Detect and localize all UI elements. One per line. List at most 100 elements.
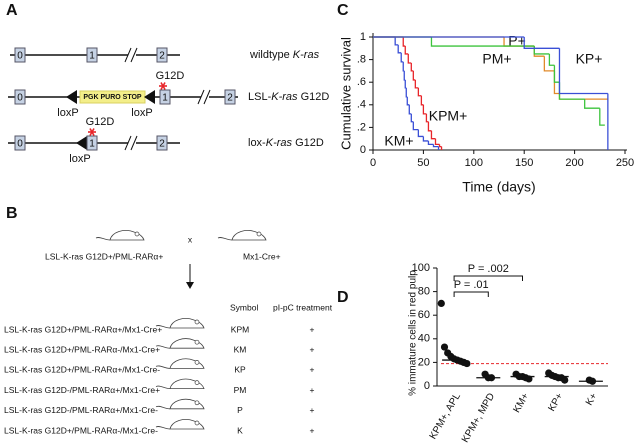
break-mark [124,47,132,63]
survival-step [405,87,408,98]
survival-step [427,121,432,132]
break-mark [197,89,205,105]
curve-label: KM+ [384,133,413,149]
data-point [440,343,449,351]
genotype: LSL-K-ras G12D-/PML-RARα+/Mx1-Cre+ [4,385,160,395]
cassette-label: PGK PURO STOP [83,94,142,101]
loxp-site [66,90,77,104]
allele-label-part: G12D [292,137,324,149]
survival-step [410,113,414,123]
exon-label: 2 [159,51,165,62]
allele-label-part: K-ras [293,49,320,61]
genotype: LSL-K-ras G12D+/PML-RARα+/Mx1-Cre- [4,365,160,375]
survival-step [420,95,424,106]
x-tick-label: 100 [465,157,483,169]
symbol: KPM [231,324,249,334]
curve-label: PM+ [482,51,511,67]
panel-label: B [6,205,18,222]
survival-step [543,56,555,72]
exon [14,89,26,105]
break-mark [130,47,138,63]
y-tick-label: 1 [360,31,366,43]
survival-step [427,140,434,145]
x-axis-title: Time (days) [462,179,535,195]
y-tick-label: .2 [357,121,366,133]
genotype: LSL-K-ras G12D+/PML-RARα-/Mx1-Cre+ [4,344,160,354]
survival-step [558,93,608,100]
symbol: KM [234,344,247,354]
loxp-label: loxP [69,153,90,165]
survival-step [417,87,422,97]
y-tick-label: 60 [418,309,430,321]
treatment: + [310,405,315,415]
allele-label: lox-K-ras G12D [248,137,324,149]
table-header: Symbol [230,302,258,312]
survival-step [425,113,429,123]
survival-step [548,53,555,66]
cross-arrow-head [186,282,194,289]
exon-label: 2 [227,93,233,104]
survival-step [412,70,416,81]
exon [14,47,26,63]
y-tick-label: 20 [418,356,430,368]
break-mark [203,89,211,105]
exon [224,89,236,105]
exon [86,47,98,63]
survival-step [397,44,402,54]
cross-left: LSL-K-ras G12D+/PML-RARα+ [45,251,163,261]
data-point [561,376,569,384]
survival-step [394,37,399,46]
panel-label: A [6,2,18,19]
symbol: K [237,425,243,435]
survival-step [438,144,442,148]
x-tick-label: KP+ [546,391,565,413]
survival-step [533,46,550,55]
survival-step [523,37,560,49]
allele-label-part: wildtype [249,49,293,61]
allele-label-part: K-ras [266,137,293,149]
exon [86,135,98,151]
loxp-site [76,136,87,150]
allele-label: wildtype K-ras [249,49,320,61]
comparison-label: P = .01 [454,279,489,291]
exon-label: 0 [17,93,23,104]
survival-step [400,52,404,63]
survival-step [404,79,407,89]
survival-step [533,46,545,57]
x-tick-label: 50 [417,157,429,169]
y-tick-label: 0 [424,380,430,392]
y-tick-label: 40 [418,333,430,345]
x-tick-label: KM+ [511,391,531,415]
break-gap [201,94,209,100]
survival-step [422,104,427,115]
allele-label: LSL-K-ras G12D [248,91,329,103]
comparison-bracket [453,291,489,297]
treatment: + [310,324,315,334]
genotype: LSL-K-ras G12D-/PML-RARα+/Mx1-Cre- [4,405,158,415]
exon-label: 1 [89,139,95,150]
break-gap [128,140,136,146]
survival-step [410,62,414,72]
treatment: + [310,365,315,375]
y-tick-label: 0 [360,144,366,156]
survival-step [584,99,600,109]
curve-label: KP+ [576,51,603,67]
y-axis-title: Cumulative survival [338,37,353,150]
exon [156,47,168,63]
mouse-icon [95,230,145,241]
y-tick-label: .6 [357,76,366,88]
exon-label: 2 [159,139,165,150]
exon [14,135,26,151]
survival-step [553,65,560,83]
mouse-icon [155,338,205,349]
survival-step [414,79,419,89]
symbol: PM [234,385,247,395]
survival-step [408,104,412,115]
exon-label: 1 [162,93,168,104]
survival-step [430,130,436,140]
genotype: LSL-K-ras G12D+/PML-RARα-/Mx1-Cre- [4,425,158,435]
comparison-bracket [453,275,523,281]
survival-step [558,48,608,95]
loxp-label: loxP [131,107,152,119]
